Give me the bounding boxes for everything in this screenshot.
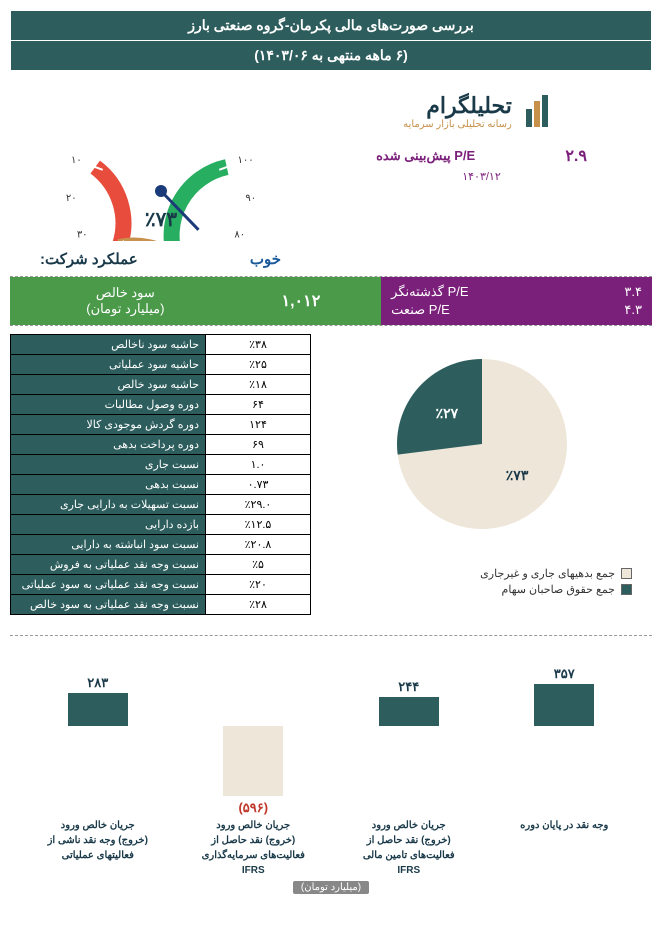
metric-row: ٪۲۹.۰نسبت تسهیلات به دارایی جاری [11, 495, 311, 515]
cashflow-bar: (۵۹۶) [191, 646, 315, 806]
bar-label: جریان خالص ورود(خروج) نقد حاصل ازفعالیت‌… [347, 818, 471, 878]
metric-value: ۰.۷۳ [206, 475, 311, 495]
metric-row: ٪۲۵حاشیه سود عملیاتی [11, 355, 311, 375]
metric-row: ٪۳۸حاشیه سود ناخالص [11, 335, 311, 355]
performance-label: عملکرد شرکت: [40, 250, 138, 268]
svg-text:٪۷۳: ٪۷۳ [144, 209, 176, 231]
pe-forward-label: P/E پیش‌بینی شده [376, 148, 475, 164]
svg-text:۳۰: ۳۰ [76, 229, 87, 240]
metric-label: نسبت بدهی [11, 475, 206, 495]
svg-text:٪۲۷: ٪۲۷ [435, 405, 458, 421]
legend-item: جمع بدهیهای جاری و غیرجاری [331, 567, 632, 580]
profit-label-1: سود خالص [20, 285, 231, 301]
metric-value: ٪۲۵ [206, 355, 311, 375]
equity-pie-chart: ٪۷۳ ٪۲۷ [382, 344, 582, 544]
metric-row: ۰.۷۳نسبت بدهی [11, 475, 311, 495]
metric-row: ٪۲۰نسبت وجه نقد عملیاتی به سود عملیاتی [11, 575, 311, 595]
pe-trailing-label: P/E گذشته‌نگر [391, 284, 468, 300]
metric-label: نسبت وجه نقد عملیاتی به سود خالص [11, 595, 206, 615]
metric-value: ۶۴ [206, 395, 311, 415]
legend-label: جمع حقوق صاحبان سهام [502, 583, 615, 596]
cashflow-chart: ۳۵۷ ۲۴۴ (۵۹۶) ۲۸۳ وجه نقد در پایان دوره جریا… [10, 635, 652, 893]
metric-row: ٪۲۸نسبت وجه نقد عملیاتی به سود خالص [11, 595, 311, 615]
profit-box: ۱,۰۱۲ سود خالص (میلیارد تومان) [10, 277, 381, 325]
header-line-2: (۶ ماهه منتهی به ۱۴۰۳/۰۶) [10, 41, 652, 71]
metric-value: ٪۲۰ [206, 575, 311, 595]
metric-row: ٪۵نسبت وجه نقد عملیاتی به فروش [11, 555, 311, 575]
metric-row: ۶۹دوره پرداخت بدهی [11, 435, 311, 455]
metric-value: ۶۹ [206, 435, 311, 455]
metric-label: نسبت تسهیلات به دارایی جاری [11, 495, 206, 515]
bar-value: ۲۴۴ [347, 679, 471, 695]
metric-label: نسبت سود انباشته به دارایی [11, 535, 206, 555]
cashflow-bar: ۲۸۳ [36, 646, 160, 806]
metric-label: نسبت جاری [11, 455, 206, 475]
svg-text:۸۰: ۸۰ [234, 229, 245, 240]
pie-legend: جمع بدهیهای جاری و غیرجاری جمع حقوق صاحبا… [331, 567, 632, 596]
metric-label: نسبت وجه نقد عملیاتی به سود عملیاتی [11, 575, 206, 595]
metric-row: ۱۲۴دوره گردش موجودی کالا [11, 415, 311, 435]
svg-text:٪۷۳: ٪۷۳ [505, 467, 528, 483]
metric-row: ۶۴دوره وصول مطالبات [11, 395, 311, 415]
metric-value: ٪۲۸ [206, 595, 311, 615]
svg-text:۱۰۰: ۱۰۰ [237, 155, 253, 166]
metric-value: ٪۳۸ [206, 335, 311, 355]
cashflow-bar: ۲۴۴ [347, 646, 471, 806]
bar-value: (۵۹۶) [191, 800, 315, 816]
metric-value: ٪۲۰.۸ [206, 535, 311, 555]
metric-row: ۱.۰نسبت جاری [11, 455, 311, 475]
profit-label-2: (میلیارد تومان) [20, 301, 231, 317]
bar-value: ۲۸۳ [36, 675, 160, 691]
cashflow-bar: ۳۵۷ [502, 646, 626, 806]
profit-value: ۱,۰۱۲ [231, 291, 371, 311]
pe-industry-value: ۴.۳ [624, 302, 642, 318]
legend-swatch [621, 584, 632, 595]
metric-value: ٪۱۲.۵ [206, 515, 311, 535]
legend-item: جمع حقوق صاحبان سهام [331, 583, 632, 596]
pe-box: ۳.۴ P/E گذشته‌نگر ۴.۳ P/E صنعت [381, 277, 652, 325]
metrics-table: ٪۳۸حاشیه سود ناخالص٪۲۵حاشیه سود عملیاتی٪… [10, 334, 311, 615]
metric-label: دوره پرداخت بدهی [11, 435, 206, 455]
metric-value: ۱.۰ [206, 455, 311, 475]
metric-label: حاشیه سود خالص [11, 375, 206, 395]
metric-label: نسبت وجه نقد عملیاتی به فروش [11, 555, 206, 575]
metric-row: ٪۱۲.۵بازده دارایی [11, 515, 311, 535]
logo: تحلیلگرام رسانه تحلیلی بازار سرمایه [331, 91, 632, 131]
logo-title: تحلیلگرام [403, 93, 512, 119]
metric-label: حاشیه سود عملیاتی [11, 355, 206, 375]
metric-value: ۱۲۴ [206, 415, 311, 435]
header-line-1: بررسی صورت‌های مالی پکرمان-گروه صنعتی با… [10, 10, 652, 41]
pe-trailing-value: ۳.۴ [624, 284, 642, 300]
svg-text:۹۰: ۹۰ [245, 193, 256, 204]
legend-label: جمع بدهیهای جاری و غیرجاری [480, 567, 615, 580]
metric-row: ٪۱۸حاشیه سود خالص [11, 375, 311, 395]
logo-icon [520, 91, 560, 131]
unit-badge: (میلیارد تومان) [293, 881, 369, 894]
metric-label: دوره گردش موجودی کالا [11, 415, 206, 435]
performance-gauge: ۱۰۲۰۳۰۴۰۵۰۶۰۷۰۸۰۹۰۱۰۰ ٪۷۳ [41, 81, 281, 241]
svg-text:۱۰: ۱۰ [71, 155, 82, 166]
bar-label: جریان خالص ورود(خروج) وجه نقد ناشی ازفعا… [36, 818, 160, 878]
svg-text:۲۰: ۲۰ [65, 193, 76, 204]
metric-label: بازده دارایی [11, 515, 206, 535]
metric-value: ٪۲۹.۰ [206, 495, 311, 515]
pe-forward-value: ۲.۹ [565, 146, 587, 166]
performance-value: خوب [250, 250, 281, 268]
metric-label: حاشیه سود ناخالص [11, 335, 206, 355]
logo-subtitle: رسانه تحلیلی بازار سرمایه [403, 119, 512, 130]
metric-value: ٪۵ [206, 555, 311, 575]
bar-label: جریان خالص ورود(خروج) نقد حاصل ازفعالیت‌… [191, 818, 315, 878]
pe-industry-label: P/E صنعت [391, 302, 450, 318]
bar-label: وجه نقد در پایان دوره [502, 818, 626, 878]
pe-forward-date: ۱۴۰۳/۱۲ [331, 170, 632, 183]
bar-value: ۳۵۷ [502, 666, 626, 682]
metric-label: دوره وصول مطالبات [11, 395, 206, 415]
legend-swatch [621, 568, 632, 579]
metric-value: ٪۱۸ [206, 375, 311, 395]
metric-row: ٪۲۰.۸نسبت سود انباشته به دارایی [11, 535, 311, 555]
